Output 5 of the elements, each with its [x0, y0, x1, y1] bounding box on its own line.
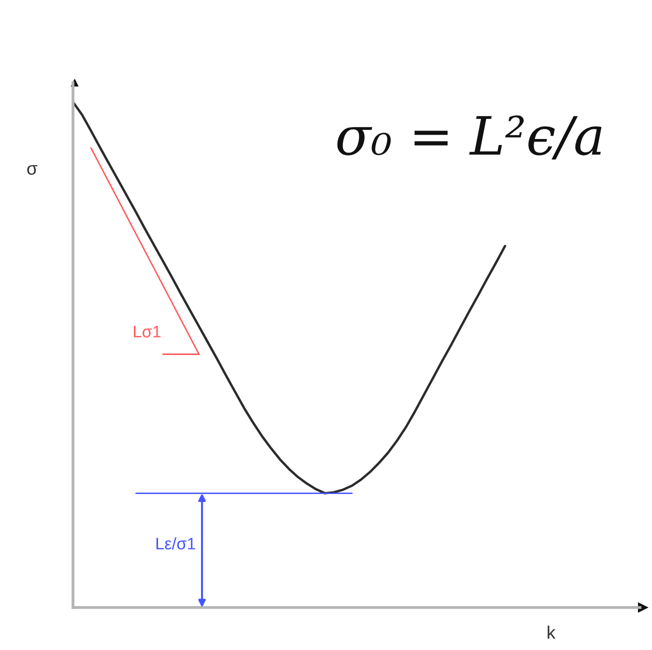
- annotation: Lσ1: [134, 326, 161, 338]
- annotation: Lε/σ1: [156, 537, 196, 550]
- x-axis-title: k: [548, 626, 556, 639]
- annotation: σ₀ = L²ϵ/a: [337, 115, 602, 160]
- y-axis-title: σ: [27, 165, 38, 175]
